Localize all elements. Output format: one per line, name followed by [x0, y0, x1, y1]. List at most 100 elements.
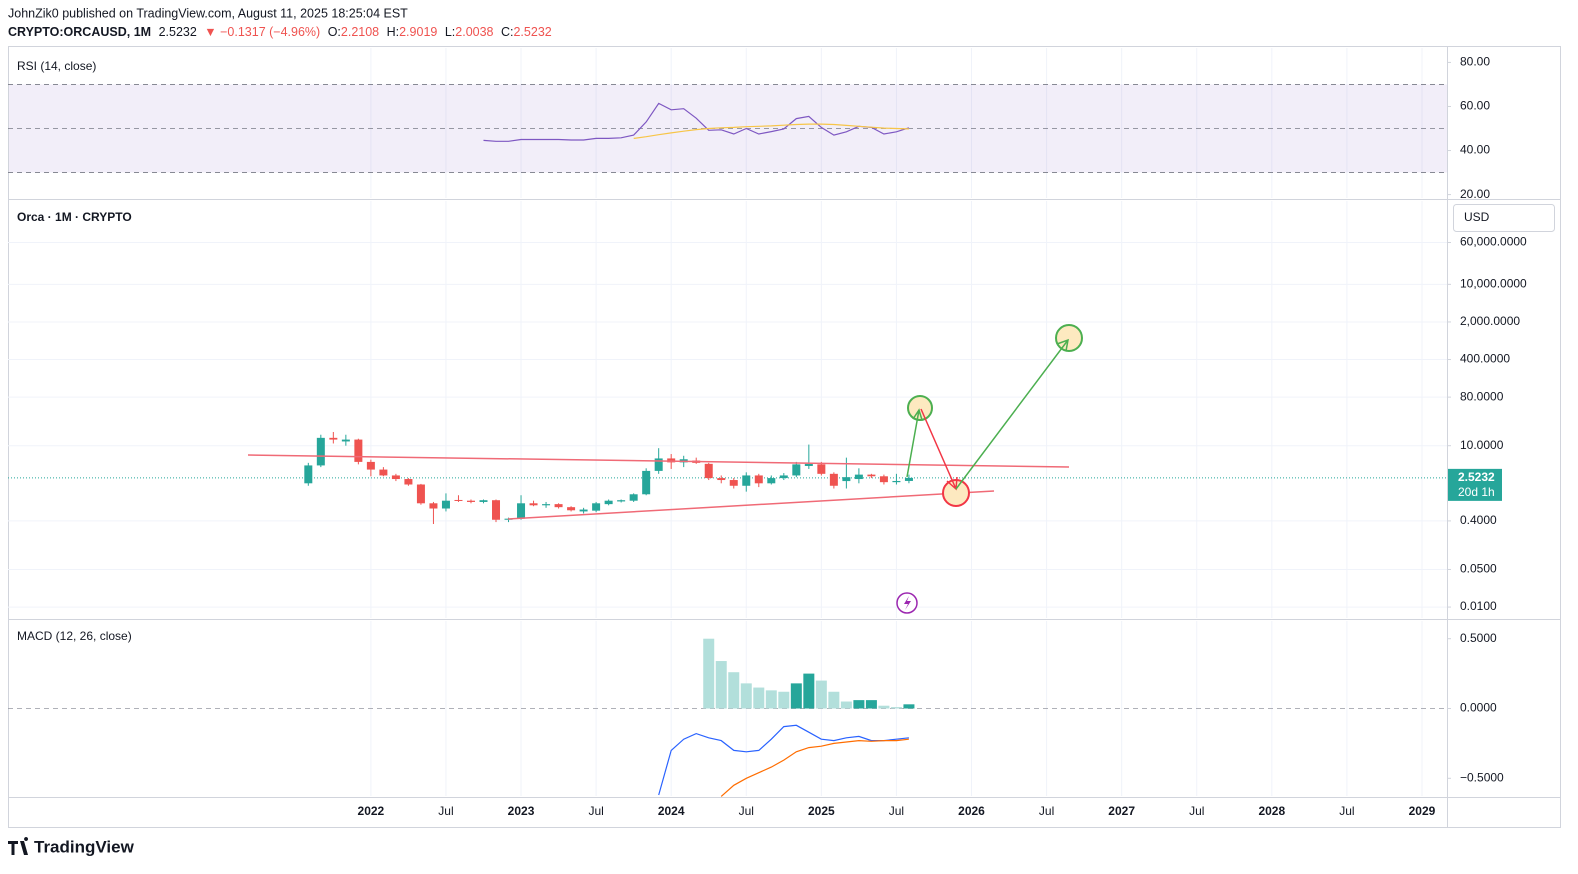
candle-body [567, 507, 576, 511]
histogram-bar [865, 700, 877, 709]
ohlc-label: O: [328, 25, 341, 39]
y-tick-label: 0.5000 [1460, 631, 1497, 645]
histogram-bar [715, 661, 727, 709]
y-tick-label: 2,000.0000 [1460, 314, 1520, 328]
currency-box[interactable] [1453, 204, 1555, 232]
candle-body [316, 437, 325, 466]
x-tick-label: 2023 [508, 804, 535, 818]
candle-body [904, 477, 913, 481]
candle-body [792, 464, 801, 476]
x-tick-label: Jul [889, 804, 904, 818]
x-tick-label: 2028 [1258, 804, 1285, 818]
candle-body [779, 475, 788, 479]
candle-body [667, 458, 676, 463]
trend-line [247, 454, 1070, 468]
y-tick-label: 10.0000 [1460, 438, 1504, 452]
series-line [720, 738, 909, 797]
candle-body [817, 464, 826, 474]
histogram-bar [790, 683, 802, 709]
series-line [658, 724, 909, 796]
ohlc-value: 2.5232 [513, 25, 551, 39]
ohlc-value: 2.9019 [399, 25, 437, 39]
y-tick-label: 40.00 [1460, 143, 1490, 157]
y-tick-label: 20.00 [1460, 187, 1490, 201]
logo-icon [8, 837, 29, 855]
ohlc-label: L: [445, 25, 455, 39]
currency[interactable]: USD [1464, 210, 1490, 224]
candle-body [341, 439, 350, 442]
candle-body [742, 475, 751, 486]
candle-body [304, 465, 313, 484]
candle-body [704, 463, 713, 479]
candle-body [867, 474, 876, 477]
plot-layer: 2022 Jul 2023 Jul 2024 Jul 2025 Jul 2026 Jul 2027 J… [8, 48, 1527, 818]
ticker-line: CRYPTO:ORCAUSD, 1M 2.5232 ▼ −0.1317 (−4.… [8, 25, 552, 39]
histogram-bar [878, 705, 890, 709]
histogram-bar [903, 704, 915, 709]
trend-line [507, 490, 995, 520]
candle-body [829, 473, 838, 486]
price-tag-label: 2.5232 [1458, 470, 1495, 484]
candle-body [854, 474, 863, 480]
pane-line [8, 84, 1447, 173]
candle-body [579, 509, 588, 512]
histogram-bar [815, 680, 827, 709]
candle-body [554, 504, 563, 508]
ohlc-label: H: [387, 25, 400, 39]
candle-body [366, 461, 375, 470]
pane-macd [8, 638, 1447, 797]
histogram-bar [703, 638, 715, 709]
y-tick-label: 0.0500 [1460, 562, 1497, 576]
x-tick-label: 2022 [358, 804, 385, 818]
series-line [633, 123, 909, 139]
y-tick-label: 80.0000 [1460, 389, 1504, 403]
y-tick-label: 60.00 [1460, 99, 1490, 113]
candle-body [404, 479, 413, 485]
ohlc-label: C: [501, 25, 514, 39]
ohlc-value: 2.2108 [341, 25, 379, 39]
candle-body [542, 504, 551, 506]
drawings [247, 324, 1083, 614]
y-tick-label: −0.5000 [1460, 770, 1504, 784]
price: 2.5232 [159, 25, 197, 39]
arrow [920, 408, 958, 491]
candle-body [617, 500, 626, 502]
x-tick-label: Jul [1039, 804, 1054, 818]
price-tag [1448, 468, 1502, 501]
publisher: JohnZik0 published on TradingView.com, A… [8, 6, 408, 20]
candle-body [441, 500, 450, 509]
target-circle [907, 395, 933, 421]
arrow [955, 338, 1069, 490]
target-circle [1055, 324, 1083, 352]
candle-body [892, 480, 901, 483]
candle-body [416, 484, 425, 504]
histogram-bar [853, 700, 865, 709]
candle-body [529, 503, 538, 506]
candle-body [391, 475, 400, 480]
candle-body [642, 470, 651, 495]
candle-body [754, 475, 763, 484]
ohlc-value: 2.0038 [455, 25, 493, 39]
histogram-bar [828, 691, 840, 709]
candle-body [429, 503, 438, 509]
y-tick-label: 0.4000 [1460, 513, 1497, 527]
pane-title: MACD (12, 26, close) [17, 629, 132, 643]
candle-body [629, 494, 638, 501]
histogram-bar [740, 683, 752, 709]
symbol: CRYPTO:ORCAUSD, 1M [8, 25, 151, 39]
candle-body [329, 437, 338, 440]
histogram-bar [803, 673, 815, 709]
y-tick-label: 10,000.0000 [1460, 277, 1527, 291]
x-tick-label: 2027 [1108, 804, 1135, 818]
x-tick-label: Jul [1189, 804, 1204, 818]
histogram-bar [840, 701, 852, 709]
candle-body [879, 476, 888, 483]
x-tick-label: 2029 [1409, 804, 1436, 818]
candle-body [479, 500, 488, 502]
arrow [906, 408, 923, 478]
y-tick-label: 80.00 [1460, 55, 1490, 69]
countdown: 20d 1h [1458, 485, 1495, 499]
histogram-bar [728, 672, 740, 709]
histogram-bar [753, 687, 765, 709]
